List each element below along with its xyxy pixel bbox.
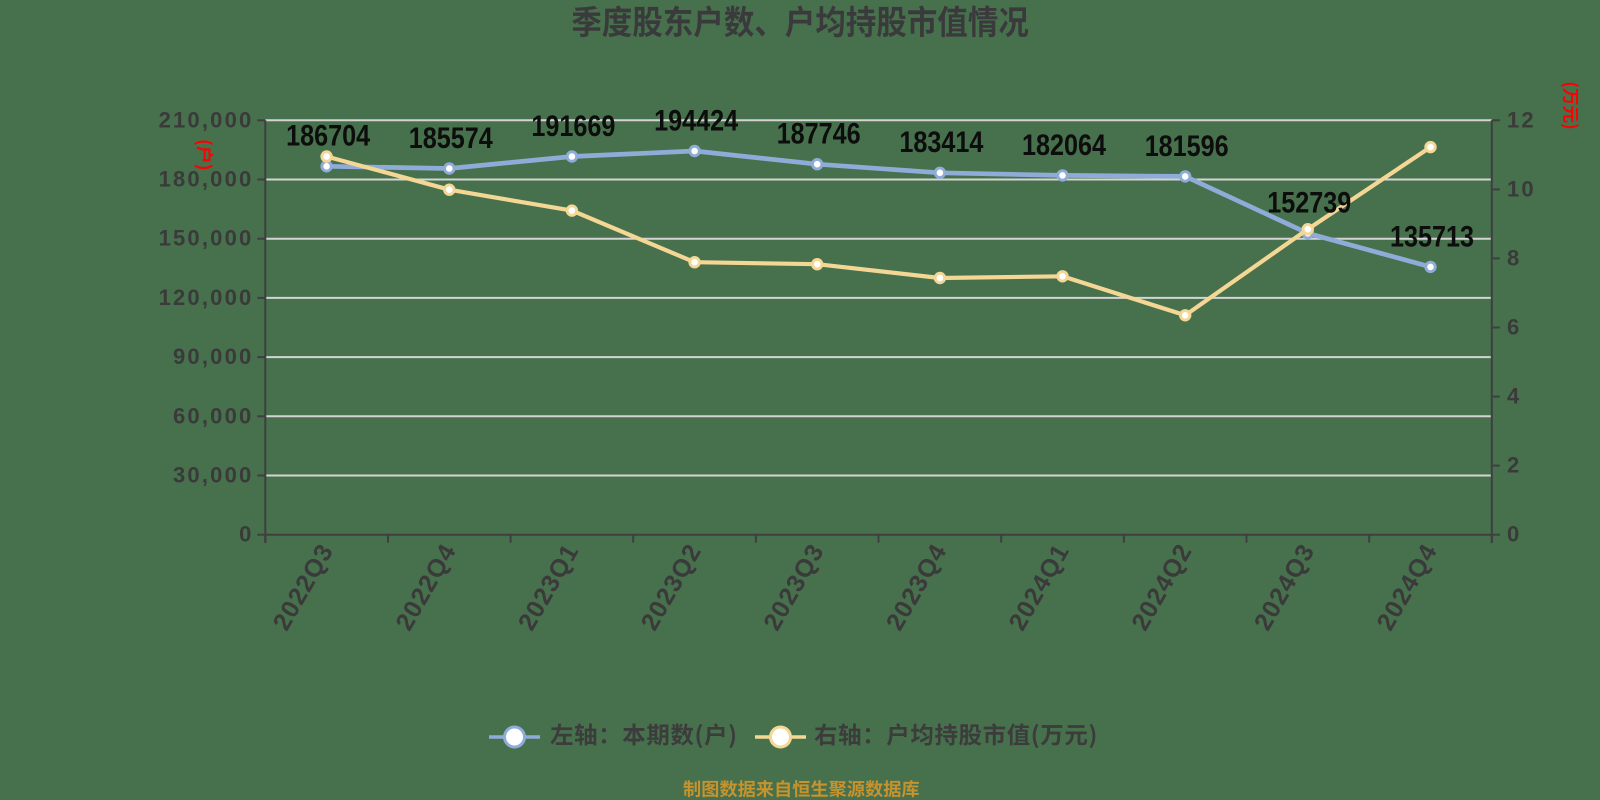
- svg-text:4: 4: [1507, 384, 1521, 409]
- svg-text:12: 12: [1507, 107, 1536, 132]
- svg-text:135713: 135713: [1390, 220, 1474, 253]
- svg-text:182064: 182064: [1022, 129, 1106, 162]
- svg-text:0: 0: [239, 522, 253, 547]
- svg-text:191669: 191669: [531, 110, 615, 143]
- svg-text:183414: 183414: [899, 126, 983, 159]
- svg-text:150,000: 150,000: [159, 226, 254, 251]
- svg-text:185574: 185574: [409, 122, 493, 155]
- svg-text:10: 10: [1507, 176, 1536, 201]
- svg-text:60,000: 60,000: [173, 403, 254, 428]
- svg-text:187746: 187746: [777, 118, 861, 151]
- svg-text:0: 0: [1507, 522, 1521, 547]
- svg-text:180,000: 180,000: [159, 167, 254, 192]
- svg-text:6: 6: [1507, 315, 1521, 340]
- svg-text:8: 8: [1507, 245, 1521, 270]
- svg-text:194424: 194424: [654, 104, 738, 137]
- svg-text:181596: 181596: [1145, 130, 1229, 163]
- svg-text:30,000: 30,000: [173, 463, 254, 488]
- svg-text:2: 2: [1507, 453, 1521, 478]
- svg-text:210,000: 210,000: [159, 107, 254, 132]
- svg-text:120,000: 120,000: [159, 285, 254, 310]
- svg-text:90,000: 90,000: [173, 344, 254, 369]
- svg-text:186704: 186704: [286, 120, 370, 153]
- svg-text:152739: 152739: [1267, 187, 1351, 220]
